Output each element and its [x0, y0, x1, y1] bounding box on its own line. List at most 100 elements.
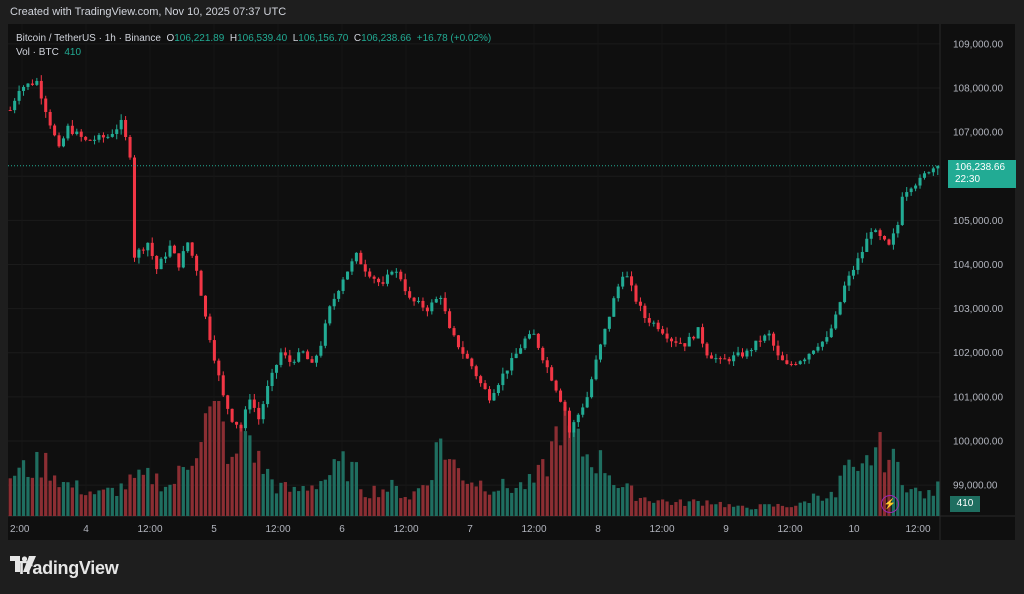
candle-body [270, 372, 274, 387]
candle-body [634, 285, 638, 302]
candle-body [35, 80, 39, 85]
candle-body [155, 255, 159, 270]
candle-body [274, 364, 279, 373]
candle-body [532, 333, 536, 335]
candle-body [306, 351, 310, 360]
candle-body [630, 276, 634, 286]
volume-bar [323, 479, 327, 516]
volume-bar [825, 498, 829, 516]
candle-body [181, 251, 185, 268]
candle-body [30, 83, 34, 85]
candle-body [918, 177, 922, 186]
symbol-title[interactable]: Bitcoin / TetherUS · 1h · Binance [16, 33, 161, 44]
volume-bar [61, 481, 66, 516]
candle-body [559, 390, 563, 402]
volume-bar [487, 494, 492, 516]
candle-body [119, 119, 123, 130]
y-tick-label: 102,000.00 [953, 348, 1003, 359]
candle-body [221, 375, 225, 396]
candle-body [332, 298, 336, 307]
candle-body [203, 295, 208, 317]
volume-bar [208, 406, 212, 516]
volume-bar [629, 485, 634, 516]
candle-body [44, 98, 48, 112]
candle-body [226, 395, 230, 409]
x-tick-label: 9 [723, 524, 729, 535]
candle-body [128, 136, 132, 158]
last-price-value: 106,238.66 [955, 161, 1006, 173]
volume-bar [789, 507, 793, 516]
candle-body [576, 414, 580, 423]
volume-bar [483, 491, 487, 516]
candle-body [141, 249, 145, 251]
candle-body [368, 271, 372, 277]
candle-body [572, 422, 576, 433]
volume-bar [123, 489, 128, 516]
volume-bar [567, 425, 572, 516]
volume-bar [736, 505, 740, 516]
volume-bar [203, 413, 208, 516]
brand-name: TradingView [16, 557, 119, 578]
volume-bar [803, 501, 807, 516]
volume-bar [270, 479, 274, 516]
volume-bar [21, 460, 26, 516]
volume-bar [66, 482, 70, 516]
y-tick-label: 105,000.00 [953, 216, 1003, 227]
candle-body [718, 358, 722, 360]
volume-bar [527, 474, 532, 516]
candle-body [372, 276, 376, 279]
candle-body [132, 157, 137, 258]
candle-body [616, 286, 620, 299]
volume-bar [8, 478, 12, 516]
y-tick-label: 107,000.00 [953, 128, 1003, 139]
volume-bar [687, 501, 691, 516]
tradingview-logo[interactable]: TradingView [10, 556, 119, 580]
low-value: 106,156.70 [298, 33, 349, 44]
candle-body [909, 188, 913, 193]
candle-body [727, 358, 731, 362]
candle-body [101, 135, 105, 138]
lightning-icon[interactable]: ⚡ [881, 495, 899, 513]
volume-bar [745, 507, 749, 516]
volume-bar [669, 504, 674, 516]
volume-bar [550, 441, 554, 516]
candle-body [110, 133, 114, 137]
candle-body [159, 258, 163, 270]
candle-body [683, 343, 687, 347]
candle-body [79, 131, 83, 137]
candle-body [17, 90, 21, 101]
candle-body [403, 279, 407, 292]
volume-bar [425, 485, 430, 516]
volume-bar [88, 491, 92, 516]
candle-body [798, 361, 802, 365]
candlestick-chart[interactable]: 99,000.00 100,000.00 101,000.00 102,000.00 1… [8, 24, 1015, 540]
candle-body [84, 136, 88, 140]
volume-bar [79, 494, 83, 516]
candle-body [510, 358, 514, 371]
candle-body [652, 322, 656, 324]
x-tick-label: 12:00 [393, 524, 418, 535]
chart-area[interactable]: 99,000.00 100,000.00 101,000.00 102,000.00 1… [8, 24, 1016, 540]
candle-body [385, 274, 389, 284]
close-value: 106,238.66 [361, 33, 412, 44]
candle-body [8, 110, 12, 112]
candle-body [541, 347, 545, 361]
candle-body [714, 358, 718, 360]
volume-bar [390, 479, 394, 516]
volume-bar [811, 493, 816, 516]
volume-bar [763, 504, 767, 516]
candle-body [772, 333, 776, 346]
volume-bar [851, 466, 856, 516]
volume-bar [92, 494, 97, 516]
candle-body [519, 348, 523, 354]
candle-body [754, 340, 758, 351]
volume-label[interactable]: Vol · BTC [16, 47, 59, 58]
candle-body [900, 196, 904, 225]
candle-body [732, 355, 736, 362]
volume-bar [834, 497, 838, 516]
volume-bar [572, 431, 576, 516]
volume-bar [385, 491, 390, 516]
candle-body [763, 335, 767, 341]
candle-body [430, 302, 434, 312]
volume-bar [558, 445, 563, 516]
